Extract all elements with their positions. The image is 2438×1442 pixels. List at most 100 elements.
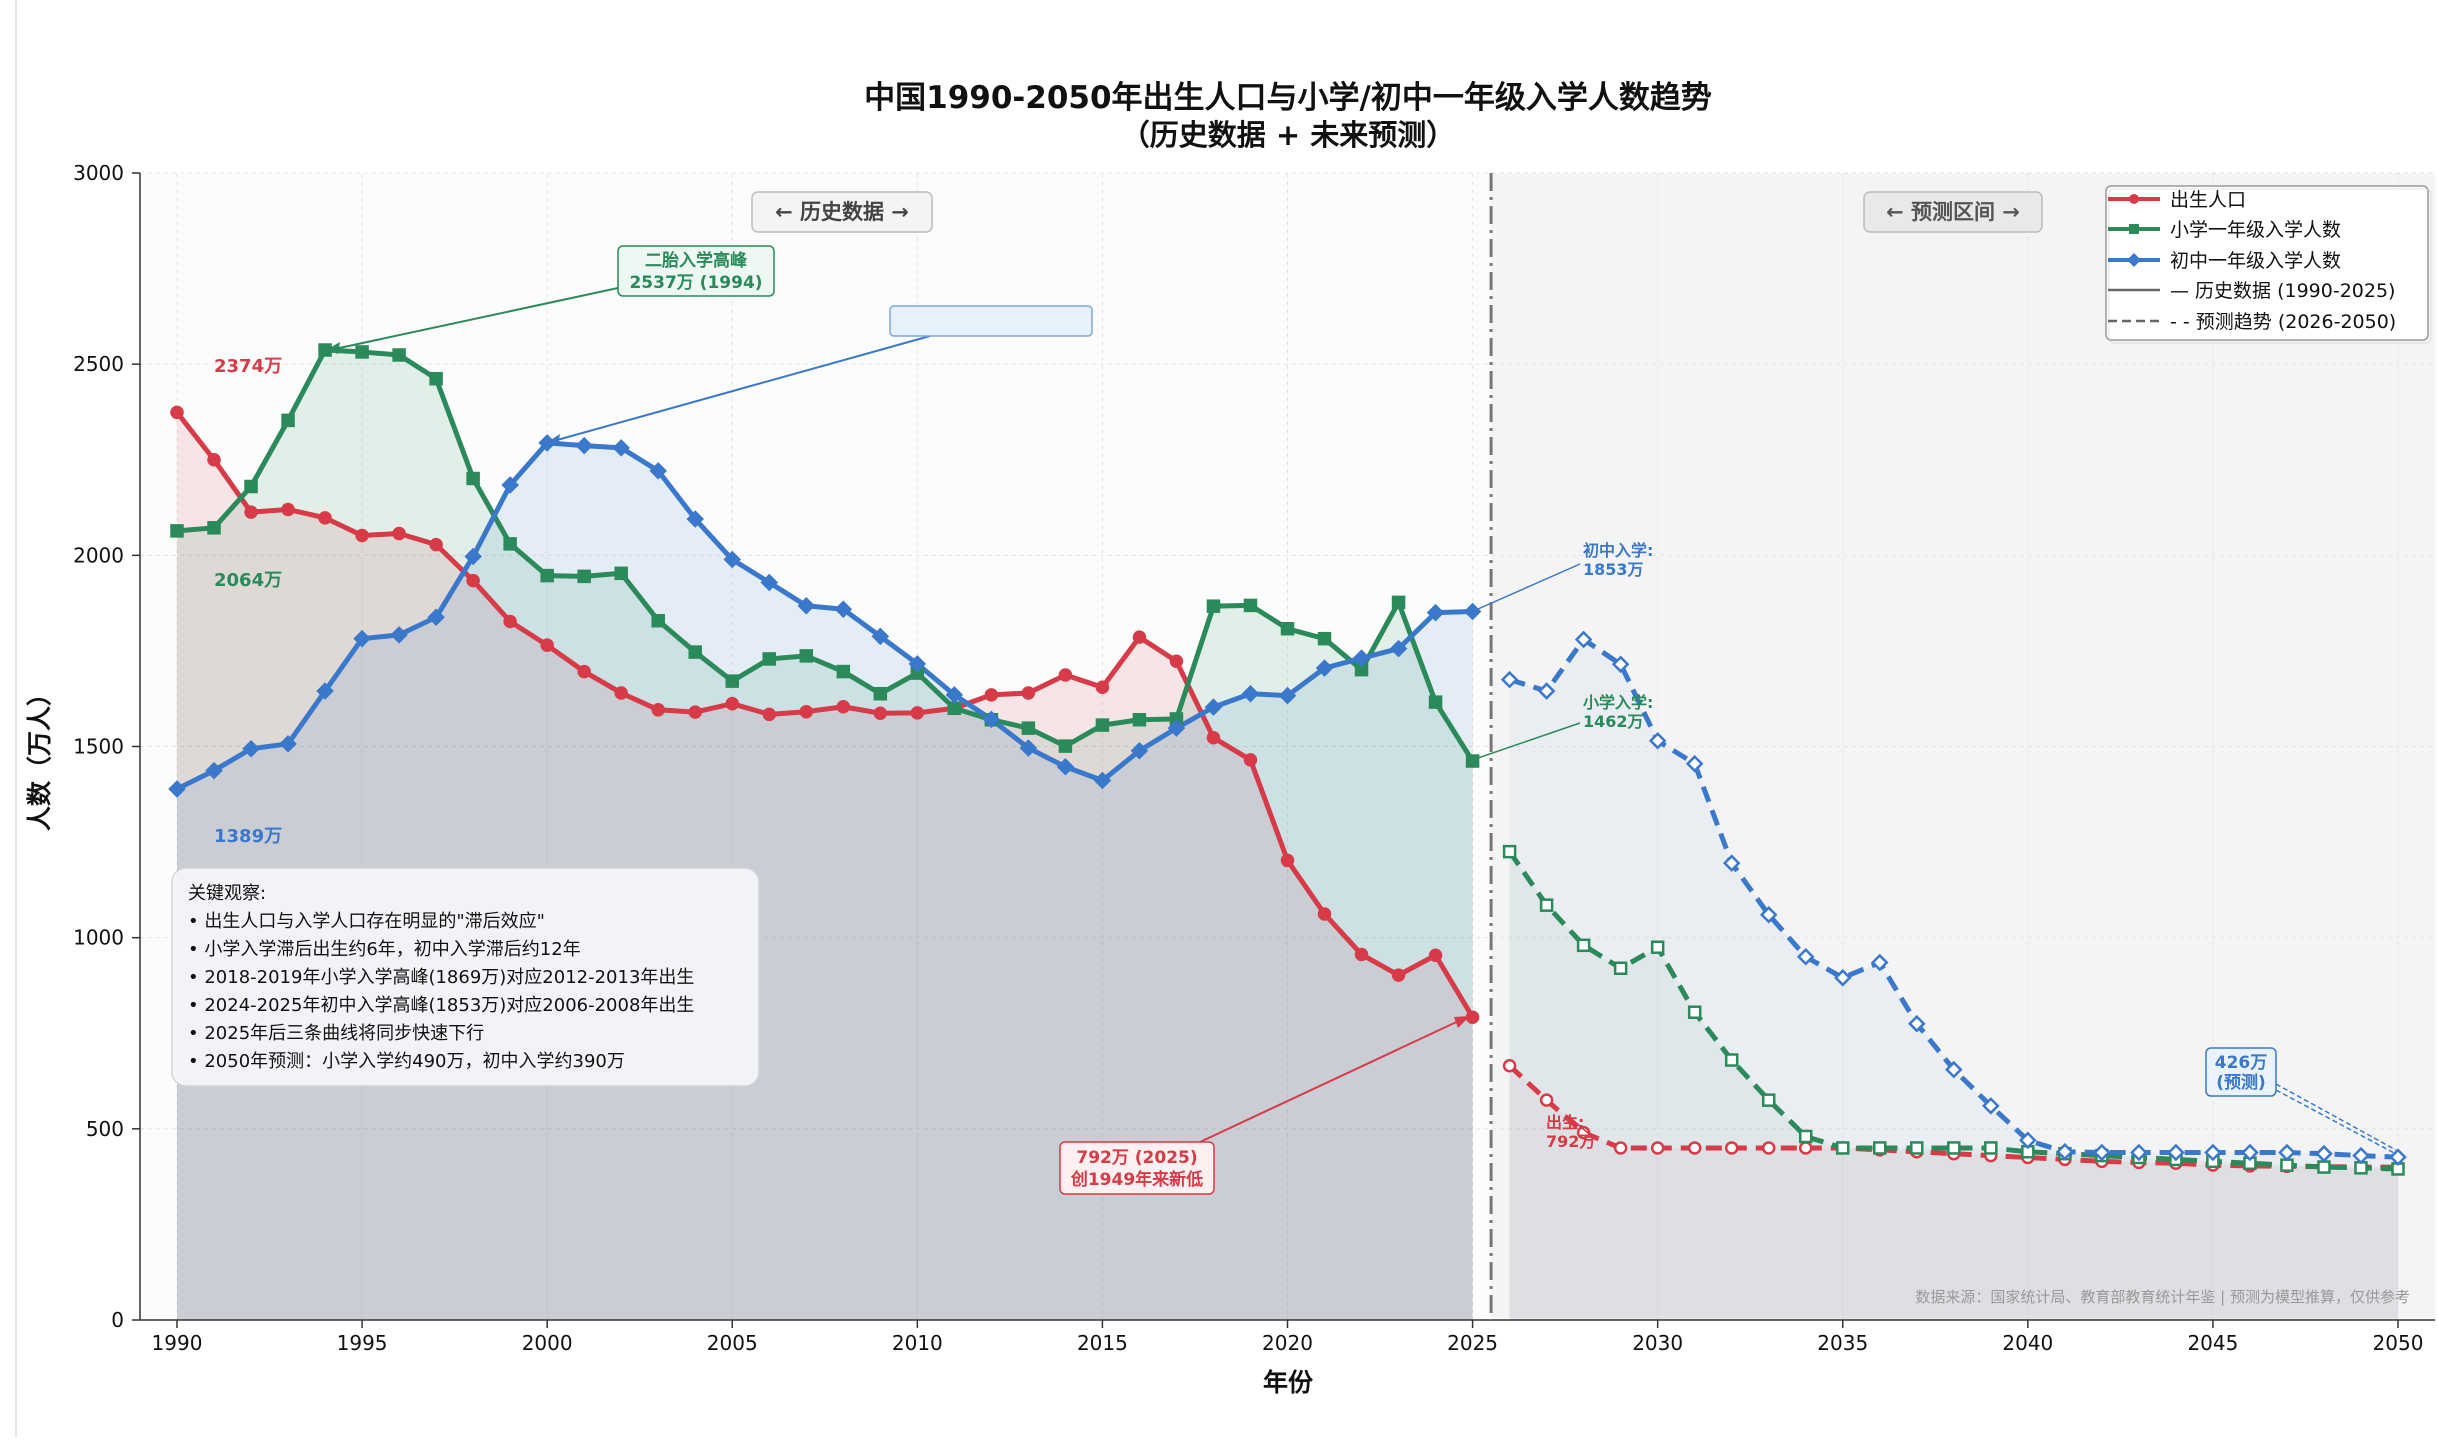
x-tick-label: 2020: [1262, 1331, 1313, 1355]
x-axis-label: 年份: [1263, 1368, 1313, 1397]
birth-point: [1095, 680, 1110, 694]
observation-item: • 出生人口与入学人口存在明显的"滞后效应": [188, 911, 545, 932]
primary-point: [281, 413, 295, 428]
junior-point: [2241, 1143, 2259, 1162]
junior-point: [1574, 630, 1593, 649]
junior-point: [1982, 1097, 2000, 1115]
birth-point: [984, 688, 999, 702]
junior-point: [612, 439, 630, 457]
primary-peak-line1: 二胎入学高峰: [645, 250, 748, 271]
legend-item-birth: 出生人口: [2108, 189, 2246, 211]
primary-point: [1391, 595, 1406, 610]
junior-point: [2278, 1143, 2296, 1162]
junior-point: [1796, 948, 1815, 966]
junior-point: [1167, 719, 1186, 737]
junior-point: [390, 626, 408, 644]
birth-point: [1058, 668, 1073, 682]
primary-point: [1243, 598, 1258, 613]
junior-point: [2204, 1143, 2222, 1162]
birth-point: [1428, 948, 1443, 963]
x-tick-label: 2015: [1077, 1331, 1128, 1355]
primary-peak-annotation: 二胎入学高峰 2537万 (1994): [326, 245, 775, 354]
primary-point: [466, 471, 480, 486]
birth-point: [1724, 1141, 1739, 1155]
junior-point: [982, 710, 1001, 729]
junior-start-label: 1389万: [214, 826, 282, 847]
birth-point: [910, 706, 925, 720]
birth-low-annotation: 792万 (2025) 创1949年来新低: [1059, 1016, 1470, 1195]
birth-point: [503, 614, 517, 629]
chart-title: 中国1990-2050年出生人口与小学/初中一年级入学人数趋势: [864, 80, 1712, 116]
junior-point: [797, 597, 816, 615]
junior-point: [2019, 1131, 2037, 1150]
observation-item: • 2024-2025年初中入学高峰(1853万)对应2006-2008年出生: [188, 995, 694, 1016]
primary-point: [577, 569, 591, 584]
primary-point: [355, 345, 369, 359]
junior-point: [279, 735, 297, 753]
birth-point: [244, 505, 258, 519]
x-tick-label: 2030: [1632, 1331, 1683, 1355]
junior-point: [1833, 969, 1852, 987]
birth-point: [1576, 1125, 1591, 1140]
observation-item: • 小学入学滞后出生约6年，初中入学滞后约12年: [188, 939, 581, 960]
birth-low-line2: 创1949年来新低: [1070, 1169, 1203, 1190]
birth-point: [466, 573, 480, 588]
birth-point: [392, 526, 406, 541]
junior-point: [871, 627, 890, 646]
birth-point: [1650, 1141, 1665, 1155]
junior-point: [242, 740, 260, 758]
birth-point: [762, 707, 777, 722]
chart-subtitle: （历史数据 + 未来预测）: [1121, 118, 1456, 152]
birth-point: [207, 453, 221, 467]
primary-point: [1687, 1005, 1702, 1019]
x-tick-label: 2035: [1817, 1331, 1868, 1355]
junior-point: [2352, 1146, 2370, 1165]
birth-history-area: [177, 412, 1473, 1320]
primary-point: [429, 371, 443, 386]
primary-point: [207, 521, 221, 535]
primary-point: [1873, 1141, 1887, 1155]
history-region-label: ← 历史数据 →: [751, 191, 933, 233]
x-tick-label: 2045: [2187, 1331, 2238, 1355]
junior-peak-annotation: [546, 305, 1093, 446]
primary-point: [688, 645, 702, 659]
junior-point: [723, 550, 742, 569]
junior-point: [908, 655, 927, 673]
junior-point: [2093, 1143, 2111, 1162]
legend-label-birth: 出生人口: [2170, 189, 2246, 211]
birth-point: [429, 537, 443, 552]
y-tick-label: 1500: [73, 735, 124, 759]
birth-low-line1: 792万 (2025): [1076, 1148, 1197, 1168]
primary-point: [1613, 961, 1628, 976]
junior-history-area: [177, 442, 1473, 1320]
birth-point: [1132, 630, 1147, 644]
axis-ticks: 0 500 1000 1500 2000 2500 3000 1990 1995 2000 2005…: [73, 161, 2423, 1355]
junior-2050-annotation: 426万 (预测): [2205, 1047, 2397, 1155]
primary-point: [1984, 1141, 1998, 1155]
primary-end-line2: 1462万: [1583, 712, 1644, 731]
junior-point: [1908, 1014, 1926, 1033]
primary-peak-line2: 2537万 (1994): [629, 273, 762, 293]
junior-point: [2056, 1143, 2074, 1161]
birth-point: [1021, 686, 1036, 700]
junior-point: [2389, 1148, 2407, 1166]
legend: 出生人口 小学一年级入学人数 初中一年级入学人数 — 历史数据 (1990-20…: [2105, 185, 2432, 344]
birth-point: [318, 511, 332, 525]
primary-point: [244, 479, 258, 494]
junior-point: [427, 608, 445, 627]
primary-point: [1798, 1129, 1813, 1144]
primary-point: [1095, 718, 1110, 732]
junior-point: [1722, 854, 1741, 872]
junior-point: [2167, 1143, 2185, 1162]
birth-point: [651, 703, 665, 717]
legend-label-history-style: — 历史数据 (1990-2025): [2170, 280, 2395, 302]
forecast-region-text: ← 预测区间 →: [1886, 200, 2020, 224]
junior-point: [1352, 649, 1371, 667]
junior-point: [834, 600, 853, 619]
junior-point: [464, 547, 482, 566]
birth-forecast-annotation: 出生: 792万: [1546, 1113, 1595, 1151]
junior-point: [205, 761, 223, 780]
birth-forecast-area: [1509, 1065, 2398, 1320]
birth-point: [1761, 1141, 1776, 1155]
